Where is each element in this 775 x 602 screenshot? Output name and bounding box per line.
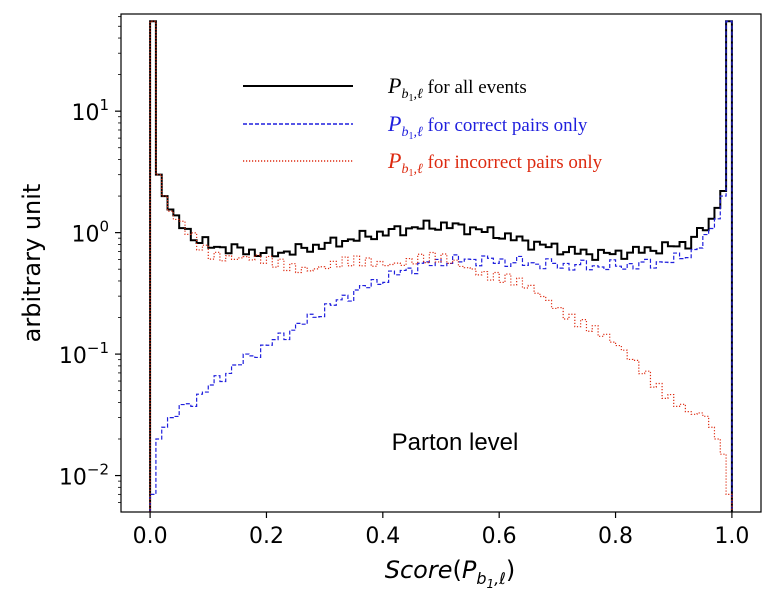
x-tick-label: 0.6 (482, 524, 517, 549)
y-tick-label: 10−2 (59, 461, 109, 491)
y-tick-label: 10−1 (59, 339, 109, 369)
legend-label: Pb1,ℓ for all events (387, 73, 527, 104)
series-line-correct-pairs-only (149, 20, 733, 512)
x-tick-label: 0.4 (365, 524, 400, 549)
legend-label: Pb1,ℓ for correct pairs only (387, 111, 588, 142)
x-tick-label: 0.2 (249, 524, 284, 549)
x-axis-label: Score(Pb1,ℓ) (385, 556, 515, 591)
series-line-all-events (149, 20, 733, 512)
plot-frame (120, 13, 762, 513)
series-line-incorrect-pairs-only (149, 20, 733, 512)
legend-label: Pb1,ℓ for incorrect pairs only (387, 148, 603, 179)
y-axis-label: arbitrary unit (18, 184, 46, 343)
y-tick-label: 101 (71, 96, 109, 126)
x-tick-label: 0.8 (598, 524, 633, 549)
x-tick-label: 0.0 (133, 524, 168, 549)
x-tick-label: 1.0 (714, 524, 749, 549)
legend: Pb1,ℓ for all events Pb1,ℓ for correct pa… (243, 73, 603, 179)
y-tick-label: 100 (71, 218, 109, 248)
annotation-parton-level: Parton level (392, 429, 519, 456)
